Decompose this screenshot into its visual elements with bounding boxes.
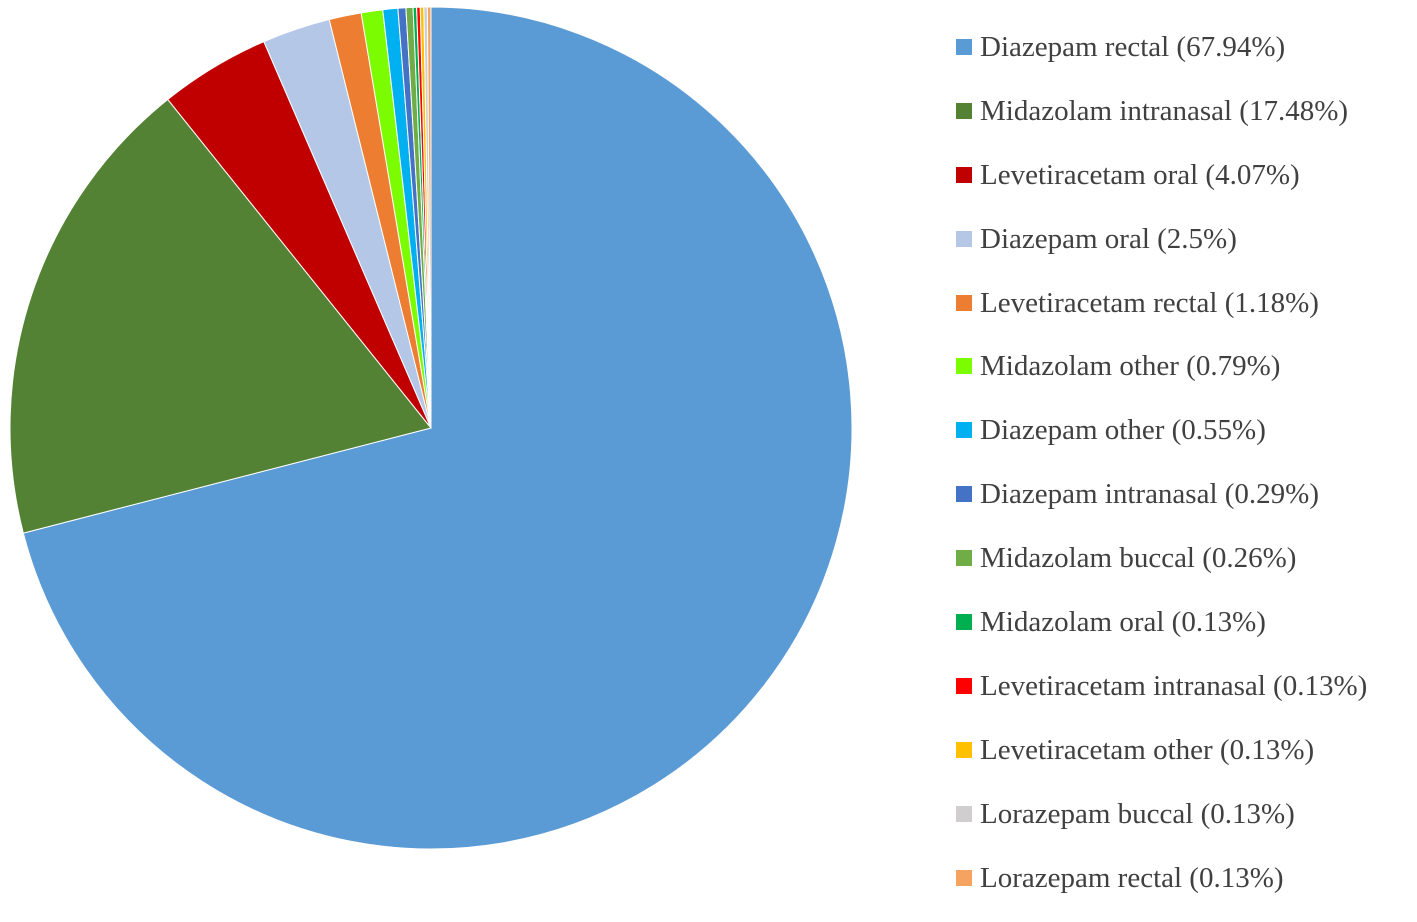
- legend-label: Levetiracetam oral (4.07%): [980, 158, 1300, 191]
- legend-swatch: [956, 677, 972, 694]
- legend-swatch: [956, 869, 972, 886]
- legend-label: Diazepam other (0.55%): [980, 414, 1266, 447]
- legend-swatch: [956, 486, 972, 503]
- legend-swatch: [956, 230, 972, 247]
- legend-label: Midazolam other (0.79%): [980, 350, 1281, 383]
- legend-swatch: [956, 102, 972, 119]
- legend-label: Levetiracetam intranasal (0.13%): [980, 669, 1368, 702]
- legend-label: Lorazepam rectal (0.13%): [980, 861, 1284, 894]
- legend-label: Levetiracetam other (0.13%): [980, 733, 1315, 766]
- legend-label: Diazepam intranasal (0.29%): [980, 478, 1319, 511]
- pie-slice: [426, 6, 432, 429]
- pie-chart: [9, 6, 853, 850]
- legend-label: Diazepam oral (2.5%): [980, 222, 1237, 255]
- legend-swatch: [956, 741, 972, 758]
- pie-slice: [22, 6, 853, 850]
- legend-label: Midazolam oral (0.13%): [980, 606, 1266, 639]
- legend-label: Diazepam rectal (67.94%): [980, 31, 1286, 63]
- legend-swatch: [956, 358, 972, 375]
- legend-label: Midazolam buccal (0.26%): [980, 542, 1297, 575]
- legend-swatch: [956, 805, 972, 822]
- legend-swatch: [956, 166, 972, 183]
- legend-swatch: [956, 614, 972, 631]
- pie-slices: [9, 6, 853, 850]
- legend-swatch: [956, 294, 972, 311]
- legend-label: Midazolam intranasal (17.48%): [980, 94, 1349, 127]
- legend-label: Lorazepam buccal (0.13%): [980, 797, 1295, 830]
- legend-swatch: [956, 39, 972, 55]
- legend-label: Levetiracetam rectal (1.18%): [980, 286, 1319, 319]
- legend-swatch: [956, 550, 972, 567]
- legend-swatch: [956, 422, 972, 439]
- pie-slice: [9, 98, 432, 534]
